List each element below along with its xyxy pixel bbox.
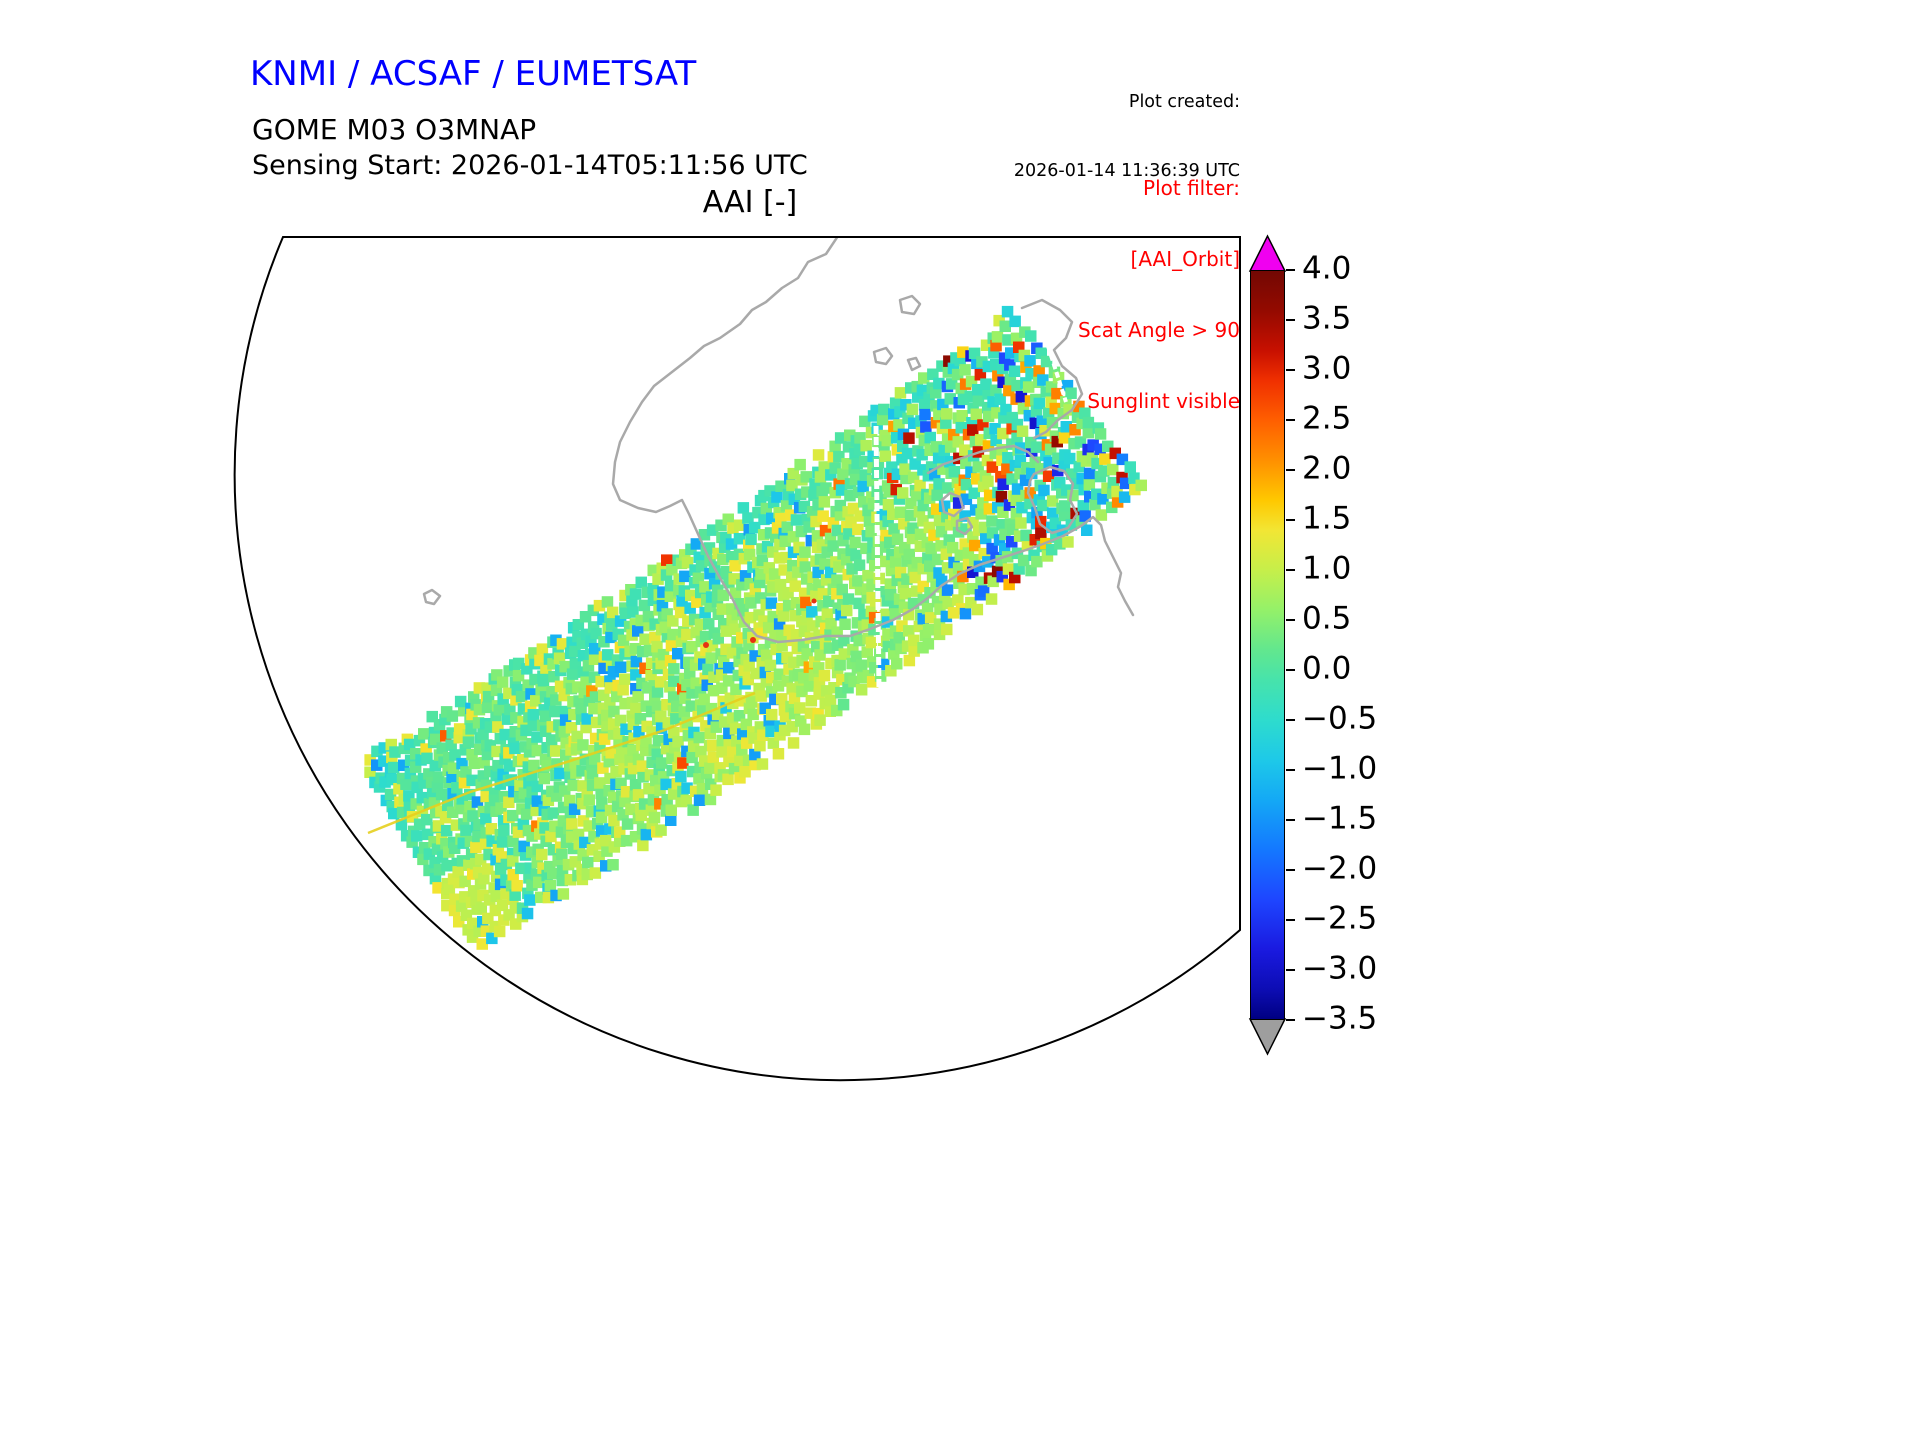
colorbar-tick-mark [1286, 319, 1295, 321]
sunglint-line [367, 691, 756, 835]
colorbar-under-arrow [1248, 1018, 1287, 1056]
colorbar-tick-label: 1.0 [1302, 550, 1352, 587]
plot-created-value: 2026-01-14 11:36:39 UTC [1013, 161, 1240, 182]
plot-created-label: Plot created: [1128, 91, 1240, 112]
colorbar-tick-label: −3.5 [1302, 1000, 1378, 1037]
colorbar-tick-mark [1286, 369, 1295, 371]
satellite-swath [364, 305, 1147, 950]
colorbar-over-arrow [1248, 234, 1287, 272]
colorbar-tick-label: 2.5 [1302, 400, 1352, 437]
org-title: KNMI / ACSAF / EUMETSAT [250, 54, 697, 94]
colorbar-tick-mark [1286, 419, 1295, 421]
colorbar-tick-mark [1286, 719, 1295, 721]
aerosol-spot [750, 637, 756, 643]
colorbar-tick-mark [1286, 469, 1295, 471]
colorbar-tick-label: −0.5 [1302, 700, 1378, 737]
colorbar-tick-mark [1286, 1019, 1295, 1021]
plot-filter-block: Plot filter: [AAI_Orbit] Scat Angle > 90… [940, 130, 1240, 460]
colorbar-tick-mark [1286, 669, 1295, 671]
colorbar-tick-label: −1.5 [1302, 800, 1378, 837]
colorbar-tick-mark [1286, 869, 1295, 871]
colorbar-tick-mark [1286, 619, 1295, 621]
plot-filter-line: Scat Angle > 90 [1078, 317, 1240, 342]
plot-filter-line: Sunglint visible [1087, 388, 1240, 413]
colorbar-tick-label: 1.5 [1302, 500, 1352, 537]
plot-title: AAI [-] [702, 185, 798, 220]
colorbar-tick-label: 4.0 [1302, 250, 1352, 287]
colorbar-tick-mark [1286, 769, 1295, 771]
colorbar-tick-mark [1286, 919, 1295, 921]
colorbar-tick-mark [1286, 269, 1295, 271]
colorbar-tick-mark [1286, 969, 1295, 971]
plot-filter-line: Plot filter: [1143, 176, 1240, 201]
colorbar-tick-label: 2.0 [1302, 450, 1352, 487]
swath-artifacts [367, 311, 1068, 835]
product-name: GOME M03 O3MNAP [252, 113, 537, 146]
colorbar-tick-label: −2.5 [1302, 900, 1378, 937]
aerosol-spot [811, 598, 817, 604]
colorbar-tick-label: 3.5 [1302, 300, 1352, 337]
colorbar-tick-mark [1286, 569, 1295, 571]
colorbar-tick-label: −1.0 [1302, 750, 1378, 787]
plot-filter-line: [AAI_Orbit] [1130, 246, 1240, 271]
colorbar-gradient [1250, 270, 1285, 1020]
colorbar-tick-label: −3.0 [1302, 950, 1378, 987]
swath-gap-line [873, 425, 882, 691]
colorbar-tick-label: 0.0 [1302, 650, 1352, 687]
aerosol-spot [703, 642, 709, 648]
swath-gap-line-ne [1035, 311, 1068, 403]
colorbar-tick-mark [1286, 819, 1295, 821]
sensing-start: Sensing Start: 2026-01-14T05:11:56 UTC [252, 150, 808, 181]
plot-created-block: Plot created: 2026-01-14 11:36:39 UTC [900, 44, 1240, 230]
map-boundary [233, 236, 1241, 1082]
coastlines [422, 237, 1135, 644]
colorbar-tick-label: −2.0 [1302, 850, 1378, 887]
colorbar-tick-label: 0.5 [1302, 600, 1352, 637]
colorbar-tick-mark [1286, 519, 1295, 521]
colorbar-tick-label: 3.0 [1302, 350, 1352, 387]
